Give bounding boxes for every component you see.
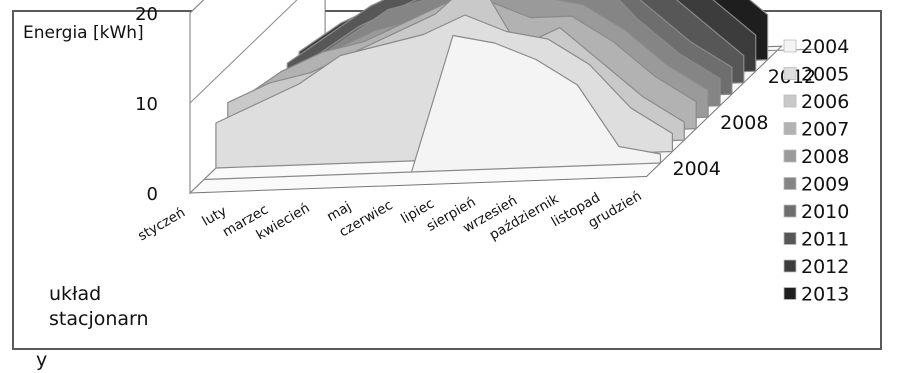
caption-line-2: stacjonarn: [49, 308, 149, 330]
legend-swatch-2011: [783, 232, 797, 245]
z-tick-label: 2004: [673, 158, 721, 180]
legend-swatch-2006: [783, 94, 797, 108]
legend-label-2013: 2013: [801, 284, 849, 306]
caption-line-1: układ: [49, 283, 102, 305]
legend-label-2006: 2006: [801, 91, 849, 113]
legend-swatch-2010: [783, 204, 797, 218]
legend: 2004 2005 2006 2007 2008 2009 2010 2011 2012 2013: [783, 36, 849, 306]
z-tick-label: 2008: [720, 112, 768, 134]
legend-swatch-2013: [783, 287, 797, 300]
series-ribbons: [203, 0, 769, 181]
series-2004-area: [203, 34, 662, 181]
legend-label-2010: 2010: [801, 201, 849, 223]
legend-swatch-2012: [783, 259, 797, 273]
legend-label-2005: 2005: [801, 64, 849, 86]
y-tick-label: 10: [135, 94, 158, 115]
gridline: [189, 0, 298, 104]
legend-label-2012: 2012: [801, 256, 849, 278]
legend-label-2007: 2007: [801, 119, 849, 141]
legend-label-2008: 2008: [801, 146, 849, 168]
caption: układ stacjonarn y: [36, 282, 184, 371]
caption-line-3: y: [36, 349, 48, 371]
legend-swatch-2004: [783, 39, 797, 53]
legend-label-2011: 2011: [801, 229, 849, 251]
y-axis-title: Energia [kWh]: [23, 23, 144, 43]
legend-swatch-2008: [783, 149, 797, 163]
y-tick-label: 0: [147, 184, 158, 205]
legend-label-2004: 2004: [801, 36, 849, 58]
x-tick-label: styczeń: [135, 205, 188, 245]
legend-swatch-2007: [783, 122, 797, 135]
legend-swatch-2005: [783, 67, 797, 80]
legend-swatch-2009: [783, 177, 797, 190]
y-tick-label: 20: [135, 4, 158, 25]
legend-label-2009: 2009: [801, 174, 849, 196]
